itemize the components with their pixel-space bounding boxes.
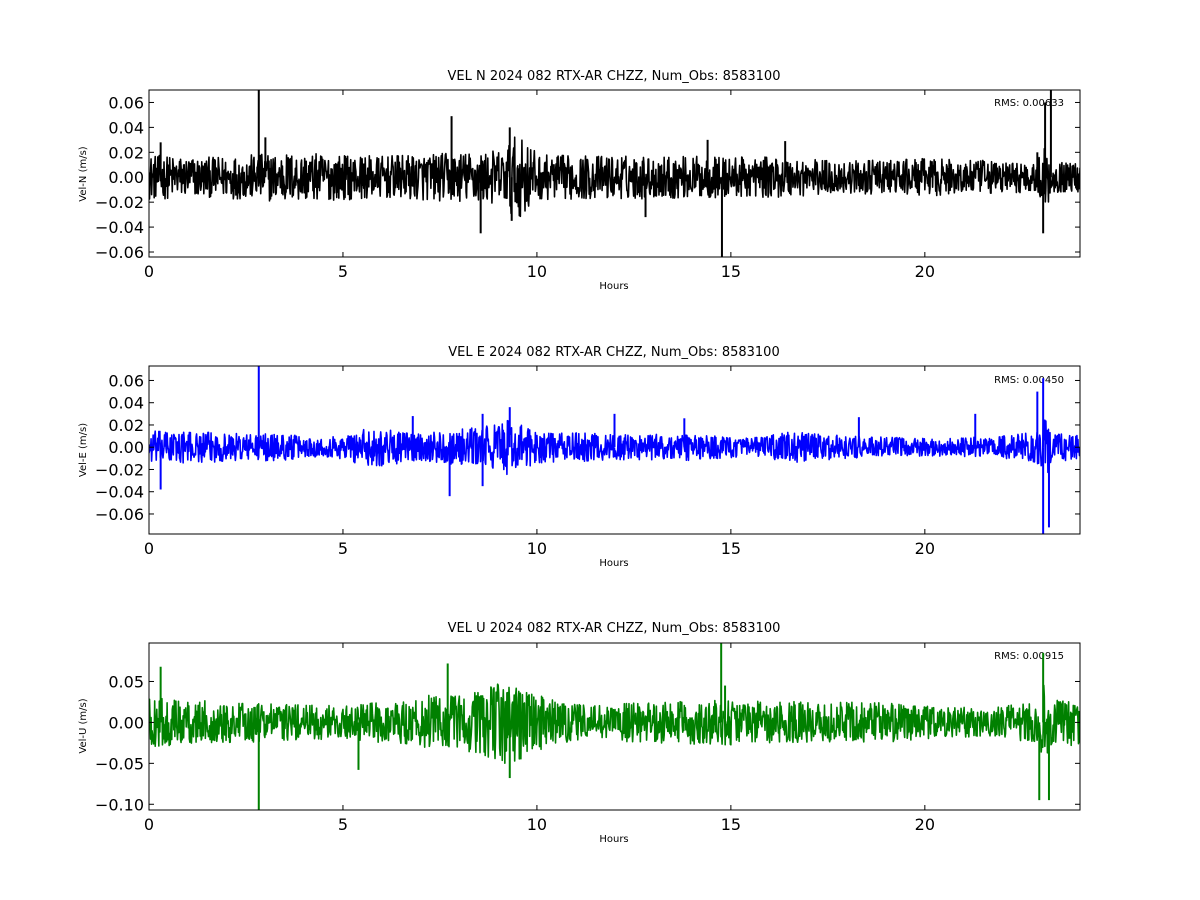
y-tick-label: 0.00	[108, 713, 144, 732]
data-trace	[149, 136, 1080, 218]
axes-frame	[148, 89, 1081, 258]
rms-annotation: RMS: 0.00450	[994, 375, 1064, 386]
chart-title: VEL N 2024 082 RTX-AR CHZZ, Num_Obs: 858…	[448, 69, 781, 84]
rms-annotation: RMS: 0.00915	[994, 651, 1064, 662]
rms-annotation: RMS: 0.00633	[994, 98, 1064, 109]
x-tick-label: 10	[527, 262, 547, 281]
x-tick-label: 0	[144, 539, 154, 558]
chart-title: VEL U 2024 082 RTX-AR CHZZ, Num_Obs: 858…	[448, 621, 781, 636]
y-tick-label: 0.04	[108, 118, 144, 137]
y-axis-label: Vel-U (m/s)	[78, 698, 89, 753]
y-tick-label: 0.06	[108, 371, 144, 390]
x-tick-label: 15	[721, 262, 741, 281]
x-tick-label: 10	[527, 815, 547, 834]
y-tick-label: −0.04	[95, 218, 144, 237]
x-tick-label: 15	[721, 815, 741, 834]
y-tick-label: 0.05	[108, 672, 144, 691]
y-tick-label: 0.02	[108, 143, 144, 162]
data-trace	[149, 683, 1080, 764]
plot-area: 0 5 10 15 20 −0.06 −0.04 −0.02 0.00 0.02 0.04 0.06	[95, 365, 1081, 558]
y-tick-label: 0.06	[108, 93, 144, 112]
axes-frame	[148, 642, 1081, 811]
x-axis-label: Hours	[599, 558, 628, 569]
data-trace	[149, 419, 1080, 476]
panel-vel-e: VEL E 2024 082 RTX-AR CHZZ, Num_Obs: 858…	[78, 345, 1081, 569]
x-tick-label: 10	[527, 539, 547, 558]
x-tick-label: 20	[915, 815, 935, 834]
x-tick-label: 20	[915, 262, 935, 281]
y-tick-label: 0.00	[108, 168, 144, 187]
x-axis-label: Hours	[599, 281, 628, 292]
chart-title: VEL E 2024 082 RTX-AR CHZZ, Num_Obs: 858…	[448, 345, 779, 360]
x-tick-label: 5	[338, 262, 348, 281]
axes-frame	[148, 365, 1081, 535]
plot-area: 0 5 10 15 20 −0.10 −0.05 0.00 0.05	[95, 642, 1081, 834]
x-tick-label: 20	[915, 539, 935, 558]
panel-vel-u: VEL U 2024 082 RTX-AR CHZZ, Num_Obs: 858…	[78, 621, 1081, 845]
y-tick-label: −0.06	[95, 243, 144, 262]
y-tick-label: 0.04	[108, 394, 144, 413]
y-tick-label: −0.05	[95, 754, 144, 773]
x-tick-label: 0	[144, 262, 154, 281]
y-tick-label: −0.06	[95, 505, 144, 524]
x-tick-label: 5	[338, 815, 348, 834]
x-tick-label: 15	[721, 539, 741, 558]
y-tick-label: −0.10	[95, 795, 144, 814]
y-axis-label: Vel-N (m/s)	[78, 146, 89, 201]
x-axis-label: Hours	[599, 834, 628, 845]
y-tick-label: −0.02	[95, 193, 144, 212]
y-tick-label: −0.04	[95, 483, 144, 502]
panel-vel-n: VEL N 2024 082 RTX-AR CHZZ, Num_Obs: 858…	[78, 69, 1081, 292]
y-tick-label: −0.02	[95, 460, 144, 479]
plot-area: 0 5 10 15 20 −0.06 −0.04 −0.02 0.00 0.02 0.04 0.06	[95, 89, 1081, 281]
y-tick-label: 0.00	[108, 438, 144, 457]
y-axis-label: Vel-E (m/s)	[78, 423, 89, 477]
y-tick-label: 0.02	[108, 416, 144, 435]
x-tick-label: 0	[144, 815, 154, 834]
x-tick-label: 5	[338, 539, 348, 558]
